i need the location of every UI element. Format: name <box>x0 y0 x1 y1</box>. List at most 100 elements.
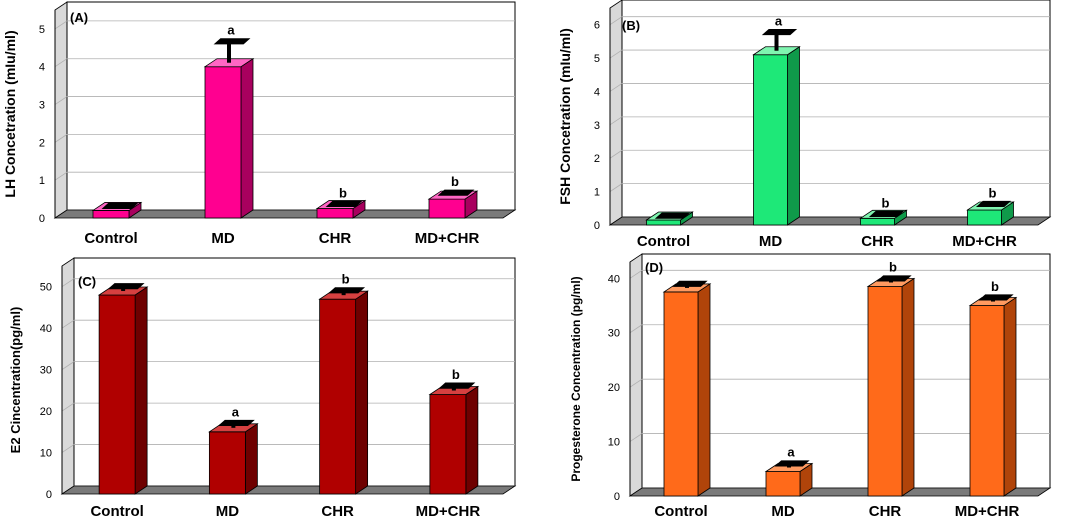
y-tick-label: 0 <box>46 489 52 501</box>
error-cap <box>107 283 145 290</box>
error-bar <box>231 425 236 428</box>
error-cap <box>672 280 708 287</box>
chart-panel-b: 0 1 2 3 4 5 6 Control a MD b CHR b MD+CHR (B) FSH Conce… <box>533 0 1065 261</box>
significance-label: b <box>342 272 350 287</box>
bar <box>765 471 801 497</box>
bar <box>867 286 903 497</box>
error-bar <box>774 34 779 51</box>
significance-label: b <box>339 185 347 200</box>
bar <box>646 219 681 226</box>
y-tick-label: 3 <box>594 120 600 132</box>
gridline-side <box>61 361 75 370</box>
chart-panel-a: 0 1 2 3 4 5 Control a MD b CHR b MD+CHR (A) LH Concetr… <box>0 0 532 261</box>
error-bar <box>889 281 893 283</box>
y-axis-label: FSH Concetration (mIu/ml) <box>557 28 573 205</box>
panel-label: (B) <box>622 18 640 33</box>
gridline-side <box>609 83 623 92</box>
category-label: Control <box>84 230 137 247</box>
error-cap <box>101 202 139 209</box>
y-tick-label: 40 <box>40 323 52 335</box>
back-wall <box>66 1 516 211</box>
category-label: Control <box>90 503 143 520</box>
category-label: MD+CHR <box>415 230 480 247</box>
y-tick-label: 1 <box>594 187 600 199</box>
y-tick-label: 0 <box>614 491 620 503</box>
significance-label: b <box>889 260 897 275</box>
y-tick-label: 0 <box>39 213 45 225</box>
y-tick-label: 5 <box>39 24 45 36</box>
floor <box>608 216 1052 226</box>
gridline-side <box>54 171 68 181</box>
category-label: MD+CHR <box>416 503 481 520</box>
bar <box>316 208 354 219</box>
error-bar <box>227 44 231 63</box>
error-bar <box>685 286 689 288</box>
gridline-side <box>61 319 75 329</box>
significance-label: b <box>452 367 460 382</box>
panel-label: (D) <box>645 260 663 275</box>
left-wall <box>629 253 643 497</box>
left-wall <box>61 257 75 495</box>
gridline-side <box>61 402 75 412</box>
y-tick-label: 4 <box>39 62 45 74</box>
gridline-side <box>61 278 75 288</box>
category-label: MD <box>759 233 782 250</box>
error-cap <box>325 200 363 208</box>
y-tick-label: 6 <box>594 20 600 32</box>
back-wall <box>621 0 1051 218</box>
bar <box>98 294 136 495</box>
bar-side <box>355 290 369 495</box>
bar-side <box>697 283 711 497</box>
gridline-side <box>629 324 643 334</box>
y-tick-label: 3 <box>39 100 45 112</box>
error-cap <box>868 210 905 218</box>
error-bar <box>121 288 126 292</box>
chart-panel-d: 0 10 20 30 40 Control a MD b CHR b MD+CHR (D) Progest… <box>533 253 1065 522</box>
gridline-side <box>609 183 623 192</box>
significance-label: a <box>787 445 795 460</box>
bar <box>969 305 1005 497</box>
gridline-side <box>54 58 68 68</box>
left-wall <box>54 1 68 219</box>
significance-label: a <box>227 23 235 38</box>
error-cap <box>217 419 255 427</box>
significance-label: b <box>989 185 997 200</box>
chart-svg-c: 0 10 20 30 40 50 Control a MD b CHR b MD+CHR (C) E2 Ci… <box>8 257 517 520</box>
significance-label: b <box>451 174 459 189</box>
chart-panel-c: 0 10 20 30 40 50 Control a MD b CHR b MD+CHR (C) E2 Ci… <box>0 257 532 522</box>
error-cap <box>761 28 798 36</box>
error-cap <box>213 38 251 45</box>
panel-label: (C) <box>78 274 96 289</box>
chart-svg-a: 0 1 2 3 4 5 Control a MD b CHR b MD+CHR (A) LH Concetr… <box>2 1 517 247</box>
chart-group: 0 1 2 3 4 5 Control a MD b CHR b MD+CHR (A) LH Concetr… <box>2 1 517 247</box>
bar-side <box>901 277 915 497</box>
y-tick-label: 30 <box>608 328 620 340</box>
y-tick-label: 5 <box>594 53 600 65</box>
bar <box>967 209 1002 226</box>
category-label: MD+CHR <box>952 233 1017 250</box>
gridline-side <box>609 116 623 126</box>
y-tick-label: 2 <box>594 153 600 165</box>
significance-label: b <box>991 279 999 294</box>
bar-side <box>244 423 258 495</box>
bar-side <box>465 385 479 495</box>
gridline-side <box>61 444 75 453</box>
bar <box>753 54 788 226</box>
bar <box>429 394 467 495</box>
category-label: MD <box>211 230 234 247</box>
y-axis-label: E2 Cincentration(pg/ml) <box>8 307 23 454</box>
bar-side <box>1003 296 1017 497</box>
chart-svg-b: 0 1 2 3 4 5 6 Control a MD b CHR b MD+CHR (B) FSH Conce… <box>557 0 1052 250</box>
error-bar <box>341 292 346 296</box>
y-tick-label: 2 <box>39 137 45 149</box>
bar <box>208 431 246 495</box>
category-label: CHR <box>869 503 902 520</box>
y-tick-label: 4 <box>594 86 600 98</box>
gridline-side <box>629 433 643 442</box>
gridline-side <box>629 378 643 388</box>
gridline-side <box>609 16 623 26</box>
gridline-side <box>54 20 68 30</box>
category-label: CHR <box>321 503 354 520</box>
category-label: MD <box>216 503 239 520</box>
left-wall <box>609 0 623 226</box>
